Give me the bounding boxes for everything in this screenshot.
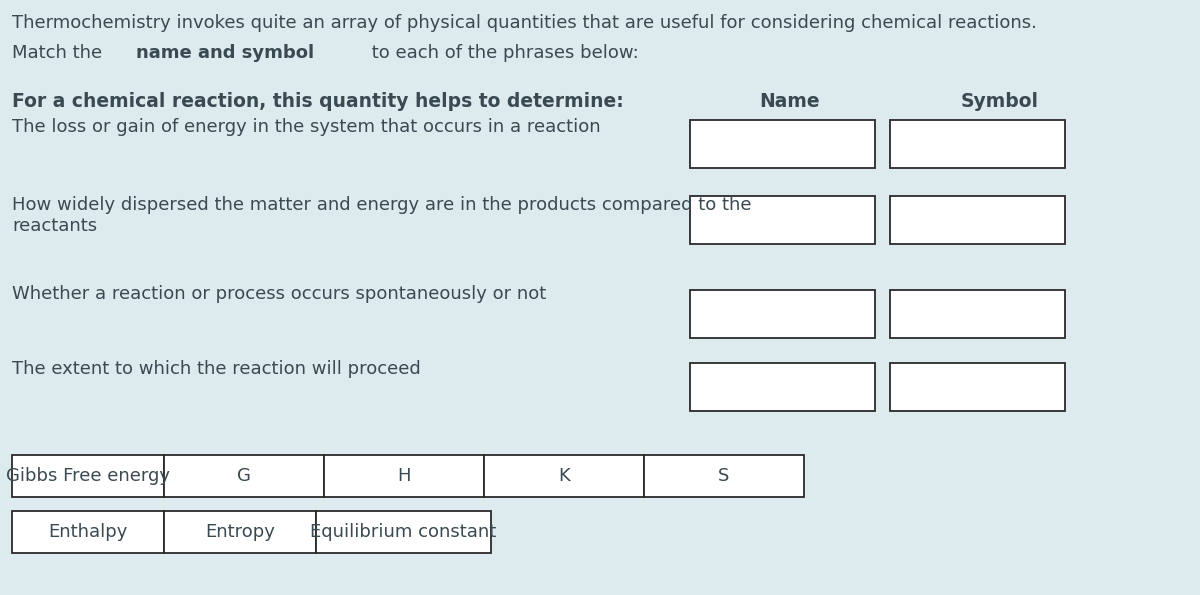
- Bar: [690, 120, 875, 168]
- Bar: [890, 290, 1066, 338]
- Bar: [12, 511, 164, 553]
- Text: S: S: [719, 467, 730, 485]
- Text: to each of the phrases below:: to each of the phrases below:: [366, 44, 638, 62]
- Text: K: K: [558, 467, 570, 485]
- Bar: [164, 511, 316, 553]
- Text: Name: Name: [760, 92, 821, 111]
- Text: The loss or gain of energy in the system that occurs in a reaction: The loss or gain of energy in the system…: [12, 118, 601, 136]
- Bar: [484, 455, 644, 497]
- Text: Thermochemistry invokes quite an array of physical quantities that are useful fo: Thermochemistry invokes quite an array o…: [12, 14, 1037, 32]
- Text: Entropy: Entropy: [205, 523, 275, 541]
- Text: The extent to which the reaction will proceed: The extent to which the reaction will pr…: [12, 360, 421, 378]
- Text: Match the: Match the: [12, 44, 108, 62]
- Text: Whether a reaction or process occurs spontaneously or not: Whether a reaction or process occurs spo…: [12, 285, 546, 303]
- Bar: [690, 290, 875, 338]
- Text: Gibbs Free energy: Gibbs Free energy: [6, 467, 170, 485]
- Bar: [12, 455, 164, 497]
- Text: Symbol: Symbol: [961, 92, 1039, 111]
- Bar: [324, 455, 484, 497]
- Text: name and symbol: name and symbol: [136, 44, 314, 62]
- Text: H: H: [397, 467, 410, 485]
- Text: G: G: [238, 467, 251, 485]
- Bar: [164, 455, 324, 497]
- Bar: [644, 455, 804, 497]
- Text: For a chemical reaction, this quantity helps to determine:: For a chemical reaction, this quantity h…: [12, 92, 624, 111]
- Bar: [316, 511, 491, 553]
- Text: How widely dispersed the matter and energy are in the products compared to the
r: How widely dispersed the matter and ener…: [12, 196, 751, 235]
- Bar: [890, 363, 1066, 411]
- Bar: [690, 196, 875, 244]
- Text: Enthalpy: Enthalpy: [48, 523, 127, 541]
- Bar: [890, 120, 1066, 168]
- Bar: [890, 196, 1066, 244]
- Bar: [690, 363, 875, 411]
- Text: Equilibrium constant: Equilibrium constant: [311, 523, 497, 541]
